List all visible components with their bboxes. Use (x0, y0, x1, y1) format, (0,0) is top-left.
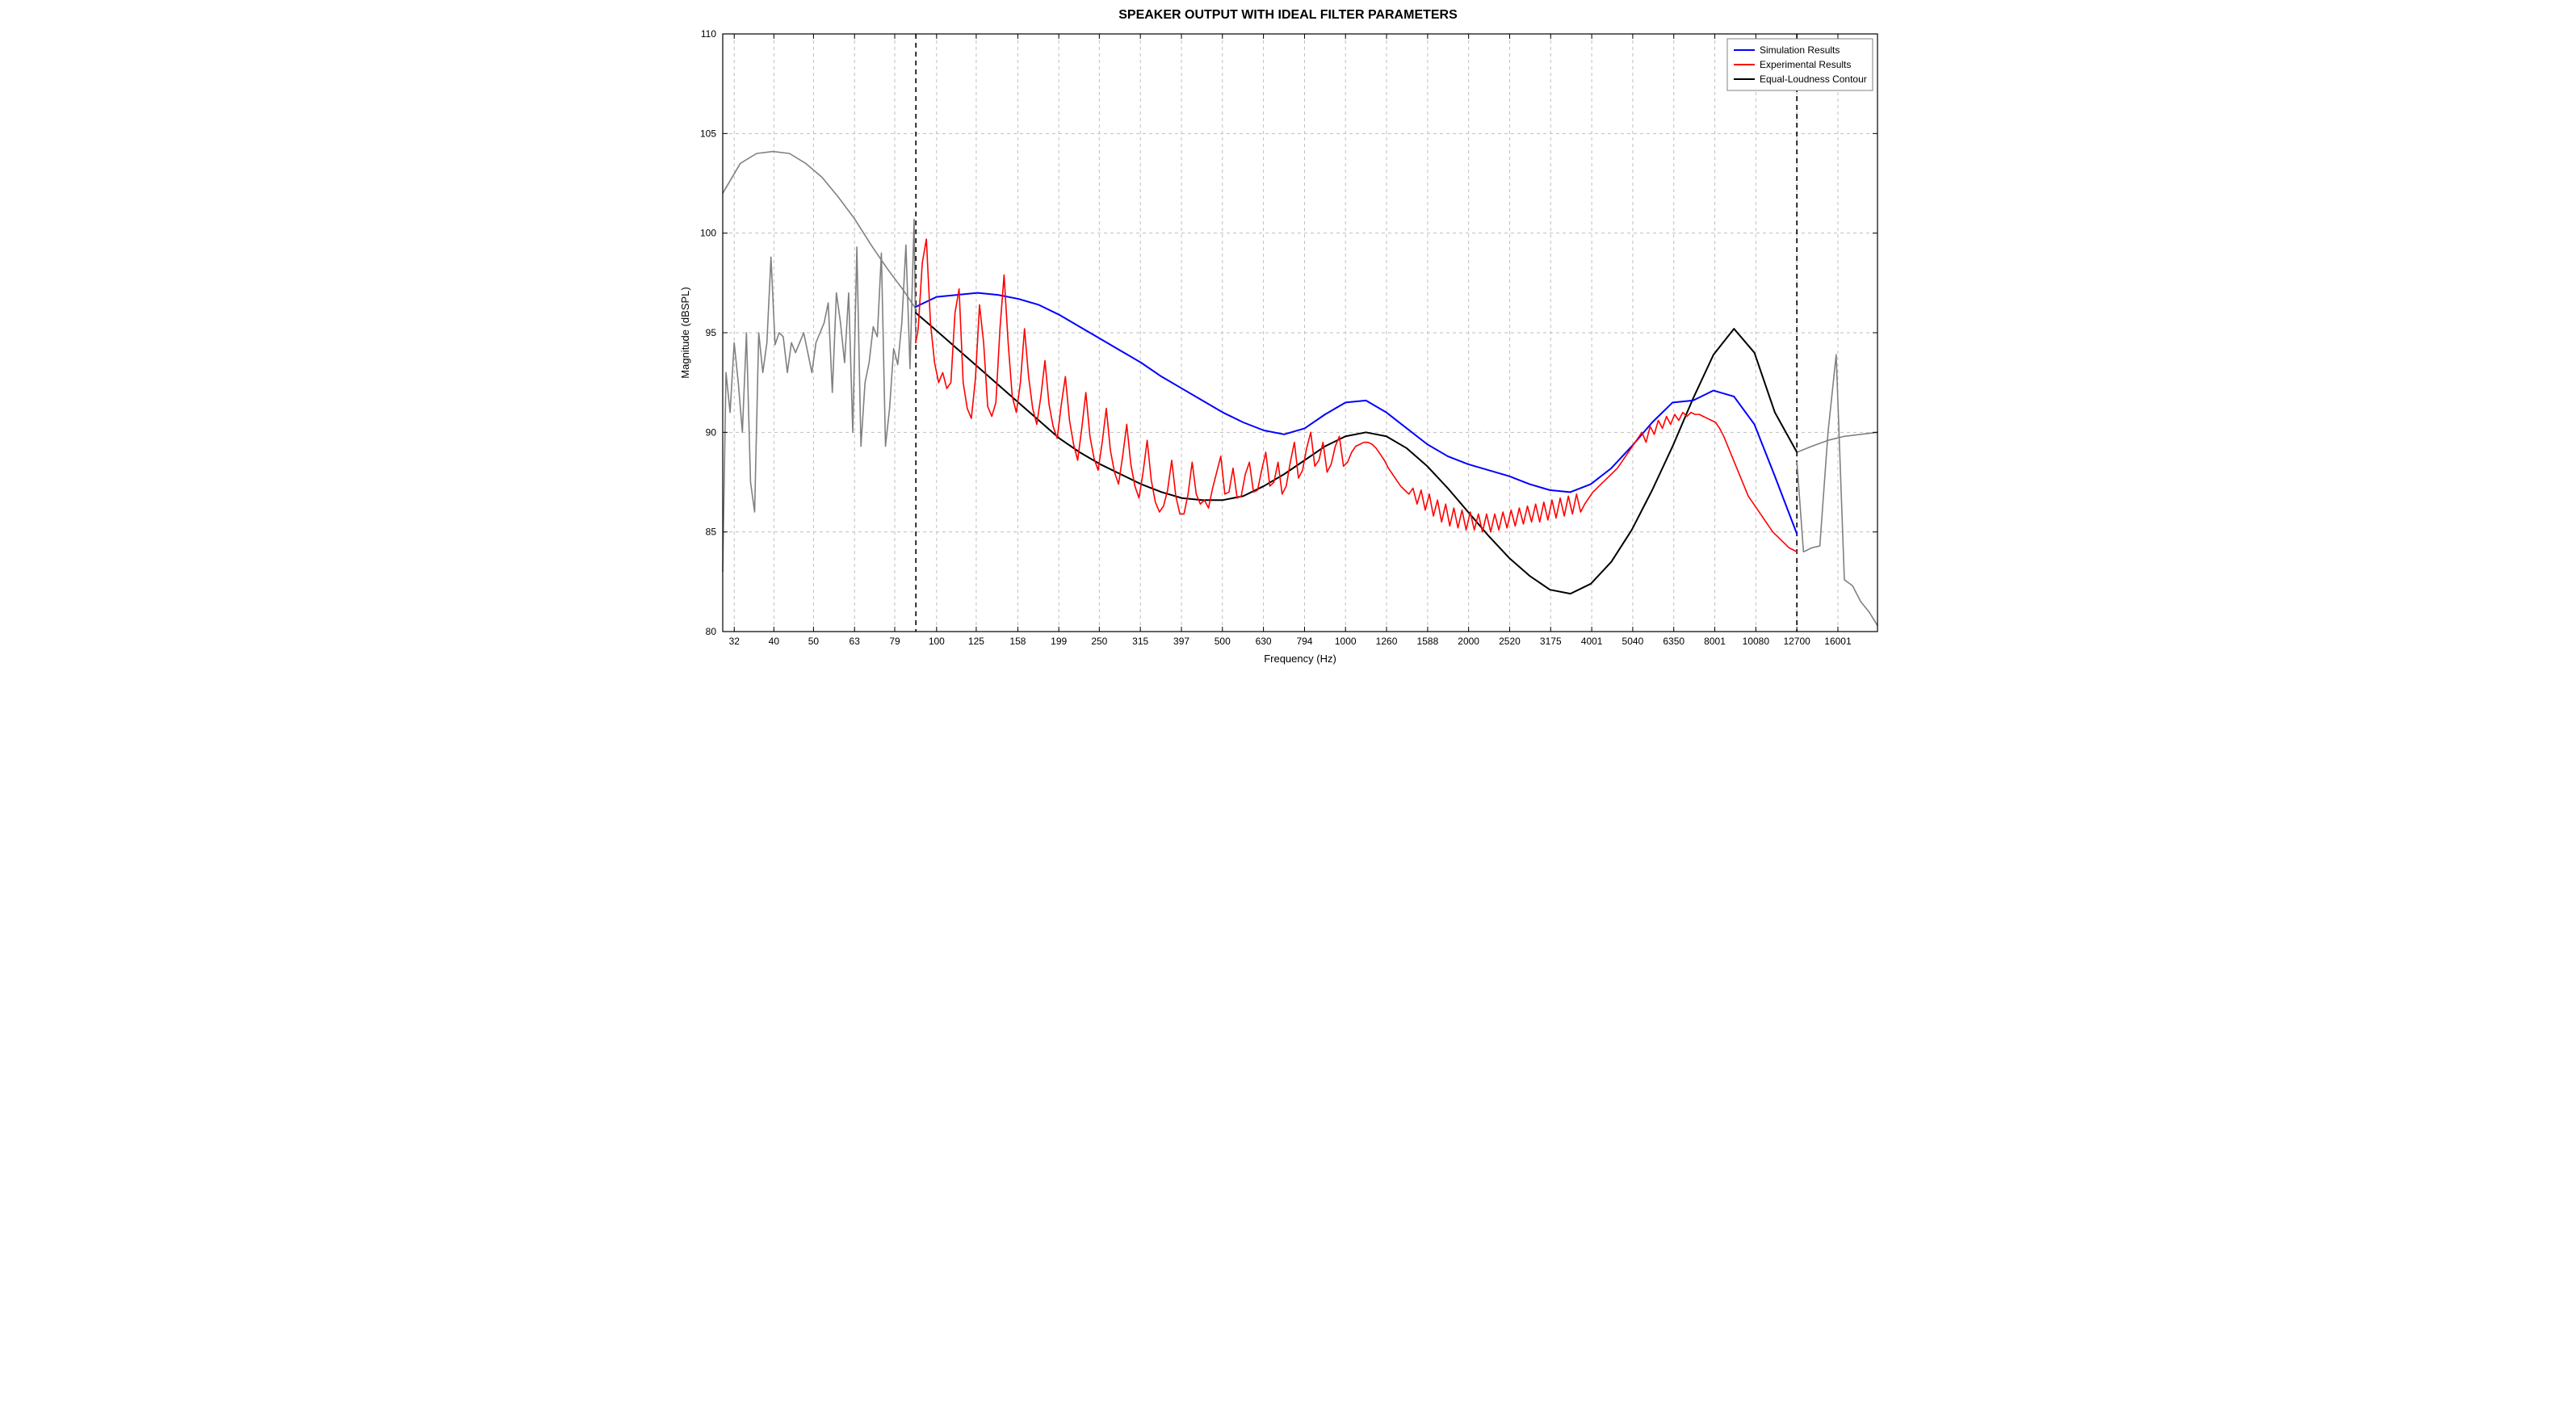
svg-text:50: 50 (808, 636, 820, 647)
svg-text:110: 110 (701, 28, 716, 40)
svg-text:90: 90 (706, 426, 717, 438)
svg-text:63: 63 (850, 636, 861, 647)
chart-svg: 80 85 90 95 100 105 110 32 40 50 63 79 100 125 158 199 2… (674, 26, 1902, 672)
svg-text:3175: 3175 (1540, 636, 1562, 647)
legend-label: Simulation Results (1760, 44, 1840, 56)
legend-label: Experimental Results (1760, 59, 1851, 70)
svg-text:397: 397 (1173, 636, 1189, 647)
svg-text:1000: 1000 (1335, 636, 1357, 647)
svg-text:8001: 8001 (1704, 636, 1726, 647)
x-axis-label: Frequency (Hz) (1264, 653, 1336, 665)
svg-text:199: 199 (1051, 636, 1067, 647)
svg-text:85: 85 (706, 527, 717, 538)
svg-text:95: 95 (706, 327, 717, 338)
svg-text:6350: 6350 (1663, 636, 1684, 647)
y-axis-label: Magnitude (dBSPL) (679, 287, 691, 378)
svg-text:16001: 16001 (1824, 636, 1852, 647)
svg-text:315: 315 (1132, 636, 1148, 647)
svg-text:100: 100 (700, 228, 716, 239)
svg-text:32: 32 (729, 636, 740, 647)
svg-text:79: 79 (889, 636, 900, 647)
svg-text:794: 794 (1296, 636, 1312, 647)
svg-text:40: 40 (769, 636, 780, 647)
svg-text:100: 100 (929, 636, 945, 647)
svg-text:2000: 2000 (1458, 636, 1479, 647)
svg-text:158: 158 (1009, 636, 1026, 647)
svg-text:250: 250 (1091, 636, 1107, 647)
svg-text:630: 630 (1256, 636, 1272, 647)
chart-title: SPEAKER OUTPUT WITH IDEAL FILTER PARAMET… (674, 8, 1902, 23)
svg-text:2520: 2520 (1499, 636, 1521, 647)
svg-text:12700: 12700 (1783, 636, 1810, 647)
svg-text:1588: 1588 (1417, 636, 1439, 647)
svg-text:500: 500 (1215, 636, 1231, 647)
svg-text:10080: 10080 (1743, 636, 1770, 647)
chart-container: SPEAKER OUTPUT WITH IDEAL FILTER PARAMET… (674, 8, 1902, 672)
svg-text:4001: 4001 (1581, 636, 1603, 647)
svg-text:125: 125 (968, 636, 984, 647)
legend-label: Equal-Loudness Contour (1760, 73, 1867, 85)
svg-text:5040: 5040 (1622, 636, 1644, 647)
svg-text:1260: 1260 (1376, 636, 1398, 647)
svg-text:105: 105 (700, 128, 716, 139)
svg-text:80: 80 (706, 626, 717, 637)
